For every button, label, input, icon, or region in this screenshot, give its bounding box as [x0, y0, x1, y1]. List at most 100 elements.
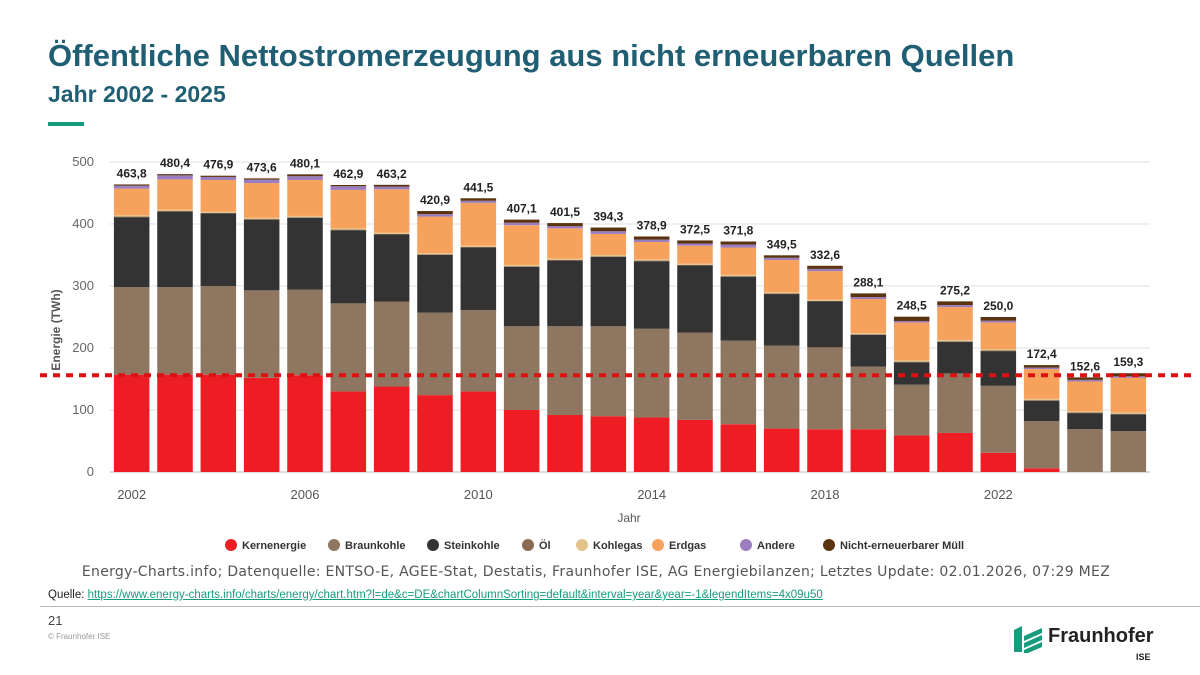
source-line: Quelle: https://www.energy-charts.info/c…	[48, 589, 823, 601]
y-tick-label: 300	[72, 278, 94, 293]
bar-segment-kernenergie	[980, 452, 1017, 472]
bar-segment-andere	[547, 226, 583, 229]
bar-segment-braunkohle	[1067, 429, 1103, 472]
bar-segment-kohlegas	[807, 299, 843, 301]
bar-segment-andere	[633, 239, 670, 242]
bar-segment-kohlegas	[157, 209, 193, 211]
x-tick-label: 2010	[464, 487, 493, 502]
y-tick-label: 100	[72, 402, 94, 417]
bar-segment-l	[200, 212, 237, 214]
bar-segment-mll	[1110, 373, 1147, 377]
bar-segment-braunkohle	[633, 328, 670, 418]
source-label: Quelle:	[48, 589, 85, 601]
bar-segment-kernenergie	[460, 391, 497, 472]
bar-segment-andere	[157, 175, 193, 180]
title-accent-bar	[48, 122, 84, 126]
legend-label: Öl	[539, 539, 551, 552]
bar-segment-andere	[200, 176, 237, 180]
bar-segment-kernenergie	[590, 416, 627, 472]
bar-segment-mll	[243, 178, 280, 180]
bar-segment-mll	[113, 184, 150, 186]
bar-segment-braunkohle	[460, 310, 497, 392]
bar-segment-l	[850, 334, 887, 335]
bar-segment-kernenergie	[677, 419, 713, 472]
bar-total-label: 462,9	[333, 167, 363, 181]
bar-total-label: 378,9	[637, 218, 667, 232]
bar-segment-l	[720, 276, 757, 277]
bar-segment-steinkohle	[200, 213, 237, 286]
legend-marker	[740, 539, 752, 551]
x-axis-ticks: 2002 2006 2010 2014 2018 2022	[117, 487, 1013, 502]
bar-segment-kohlegas	[677, 263, 713, 265]
bar-segment-andere	[677, 243, 713, 246]
legend-marker	[328, 539, 340, 551]
bar-total-label: 332,6	[810, 248, 840, 262]
bar-segment-braunkohle	[807, 347, 843, 430]
bar-segment-andere	[330, 186, 367, 190]
bar-segment-erdgas	[287, 179, 323, 216]
y-tick-label: 400	[72, 216, 94, 231]
bar-segment-kernenergie	[503, 410, 540, 472]
bar-segment-mll	[547, 223, 583, 227]
grid-lines	[110, 161, 1150, 473]
bar-segment-l	[243, 219, 280, 220]
bar-segment-braunkohle	[937, 373, 973, 433]
bar-total-label: 159,3	[1113, 355, 1143, 369]
bar-total-label: 441,5	[463, 180, 493, 194]
bar-segment-l	[980, 350, 1017, 352]
bar-segment-braunkohle	[157, 287, 193, 375]
bar-total-label: 394,3	[593, 210, 623, 224]
legend: Kernenergie Braunkohle Steinkohle Öl Kohlega…	[225, 539, 964, 552]
bar-total-label: 372,5	[680, 222, 710, 236]
bar-segment-l	[1023, 400, 1060, 401]
bar-segment-l	[807, 300, 843, 302]
bar-segment-mll	[763, 255, 800, 258]
y-tick-label: 200	[72, 340, 94, 355]
bar-segment-braunkohle	[113, 287, 150, 375]
bar-segment-kernenergie	[937, 432, 973, 472]
bar-segment-erdgas	[763, 259, 800, 293]
bar-total-label: 473,6	[247, 160, 277, 174]
x-tick-label: 2022	[984, 487, 1013, 502]
bar-segment-mll	[937, 301, 973, 306]
bar-total-label: 152,6	[1070, 359, 1100, 373]
bar-segment-steinkohle	[633, 261, 670, 329]
bar-segment-steinkohle	[1067, 413, 1103, 430]
chart-source-text: Energy-Charts.info; Datenquelle: ENTSO-E…	[82, 564, 1110, 580]
bar-segment-erdgas	[893, 322, 930, 361]
bar-segment-steinkohle	[417, 255, 453, 313]
bar-segment-mll	[633, 236, 670, 240]
y-tick-label: 0	[87, 464, 94, 479]
bar-segment-andere	[850, 297, 887, 300]
bar-segment-andere	[937, 305, 973, 308]
bar-segment-kohlegas	[720, 274, 757, 277]
page-title: Öffentliche Nettostromerzeugung aus nich…	[48, 38, 1015, 73]
bar-segment-steinkohle	[113, 217, 150, 288]
bar-segment-andere	[763, 257, 800, 260]
bar-segment-braunkohle	[980, 385, 1017, 453]
legend-label: Andere	[757, 540, 795, 552]
bar-segment-braunkohle	[1023, 421, 1060, 469]
bar-segment-erdgas	[1110, 377, 1147, 413]
bar-segment-braunkohle	[763, 345, 800, 429]
bar-segment-kohlegas	[633, 259, 670, 261]
bar-segment-erdgas	[547, 228, 583, 259]
legend-marker	[427, 539, 439, 551]
bar-segment-steinkohle	[547, 260, 583, 327]
bar-segment-mll	[980, 317, 1017, 321]
bar-segment-l	[893, 361, 930, 363]
bar-segment-kohlegas	[850, 333, 887, 335]
legend-marker	[225, 539, 237, 551]
x-tick-label: 2002	[117, 487, 146, 502]
fraunhofer-logo-icon	[1014, 626, 1042, 653]
bar-segment-mll	[503, 219, 540, 223]
bar-segment-erdgas	[807, 271, 843, 300]
bar-segment-kernenergie	[850, 429, 887, 472]
bar-segment-kohlegas	[590, 255, 627, 257]
bar-segment-mll	[287, 174, 323, 177]
x-tick-label: 2014	[637, 487, 666, 502]
source-link[interactable]: https://www.energy-charts.info/charts/en…	[87, 589, 823, 601]
page-number: 21	[48, 613, 63, 628]
bar-segment-kohlegas	[763, 292, 800, 294]
bar-segment-l	[547, 259, 583, 261]
